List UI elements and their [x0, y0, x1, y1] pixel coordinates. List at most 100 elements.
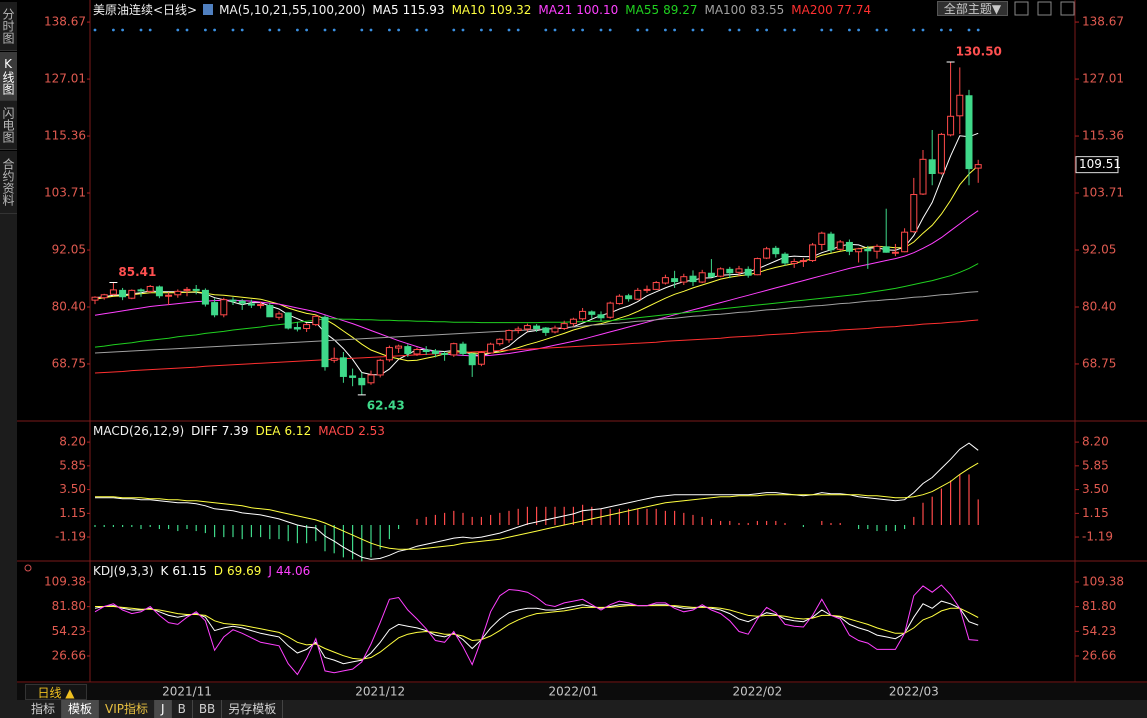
y-tick-label: 81.80: [52, 599, 86, 613]
event-dot: [765, 28, 768, 32]
candle-body: [211, 302, 219, 316]
event-dot: [480, 28, 483, 32]
x-tick-label: 2021/12: [355, 685, 405, 699]
event-dot: [857, 28, 860, 32]
icon[interactable]: [1014, 1, 1029, 16]
tab[interactable]: 模板: [62, 700, 100, 718]
candle-body: [606, 302, 614, 318]
candle-body: [119, 289, 127, 298]
legend-value: 100.10: [576, 3, 618, 17]
candle-body: [201, 289, 209, 305]
candle-body: [109, 289, 117, 295]
icon[interactable]: [1060, 1, 1075, 16]
y-tick-label: -1.19: [55, 530, 86, 544]
event-dot: [121, 28, 124, 32]
candle-body: [947, 115, 955, 136]
candle-body: [781, 253, 789, 264]
candle-body: [376, 359, 384, 376]
candle-body: [965, 95, 973, 170]
candle-body: [717, 268, 725, 277]
period-button[interactable]: 日线 ▲: [25, 684, 87, 700]
tab[interactable]: 指标: [25, 700, 63, 718]
candle-body: [385, 347, 393, 361]
candle-body: [551, 327, 559, 333]
legend-name: MA55: [625, 3, 659, 17]
candle-body: [689, 275, 697, 283]
candle-body: [882, 246, 890, 253]
event-dot: [912, 28, 916, 32]
y-tick-label-right: 8.20: [1082, 435, 1109, 449]
line-ma200: [94, 319, 979, 374]
event-dot: [185, 28, 189, 32]
event-dot: [213, 28, 217, 32]
event-dot: [608, 28, 612, 32]
tab[interactable]: B: [172, 700, 193, 718]
candle-body: [367, 374, 375, 384]
annotation-label: 130.50: [956, 45, 1002, 59]
y-tick-label: 138.67: [44, 15, 86, 29]
candle-body: [919, 158, 927, 195]
sidebar-tab[interactable]: K线图: [0, 52, 17, 101]
x-tick-label: 2022/02: [732, 685, 782, 699]
candle-body: [321, 316, 329, 368]
event-dot: [415, 28, 419, 32]
candle-body: [661, 277, 669, 284]
tab[interactable]: VIP指标: [99, 700, 156, 718]
legend-name: MA10: [452, 3, 486, 17]
candle-body: [634, 289, 642, 300]
event-dot: [792, 28, 796, 32]
candle-body: [928, 159, 936, 175]
event-dot: [544, 28, 548, 32]
candle-body: [579, 310, 587, 320]
y-tick-label-right: 115.36: [1082, 129, 1124, 143]
event-dot: [921, 28, 925, 32]
legend-name: J: [267, 564, 272, 578]
legend-name: MA100: [704, 3, 745, 17]
y-tick-label-right: 26.66: [1082, 648, 1116, 662]
candle-body: [652, 282, 660, 290]
candle-body: [643, 288, 651, 291]
candle-body: [901, 231, 909, 253]
tab[interactable]: J: [155, 700, 172, 718]
x-tick-label: 2022/01: [548, 685, 598, 699]
candle-body: [735, 268, 743, 273]
pane-header: MACD(26,12,9) DIFF 7.39 DEA 6.12 MACD 2.53: [93, 424, 385, 438]
settings-icon[interactable]: [24, 564, 32, 572]
candle-body: [937, 133, 945, 174]
event-dot: [940, 28, 943, 32]
candle-body: [174, 290, 182, 296]
candle-body: [229, 299, 237, 302]
legend-value: 83.55: [750, 3, 784, 17]
candle-body: [459, 343, 467, 354]
legend-value: 2.53: [358, 424, 385, 438]
candle-body: [330, 357, 338, 361]
candle-body: [772, 247, 780, 255]
candle-body: [468, 353, 476, 366]
tab[interactable]: 另存模板: [222, 700, 284, 718]
event-dot: [756, 28, 759, 32]
icon[interactable]: [1037, 1, 1052, 16]
legend-value: 115.93: [403, 3, 445, 17]
tab[interactable]: BB: [193, 700, 223, 718]
candle-body: [413, 349, 421, 355]
event-dot: [176, 28, 180, 32]
annotation-label: 62.43: [367, 398, 405, 412]
sidebar-tab[interactable]: 闪电图: [0, 101, 17, 150]
legend-value: 44.06: [276, 564, 310, 578]
y-tick-label-right: 103.71: [1082, 186, 1124, 200]
candle-body: [165, 294, 173, 297]
indicator-name: MA(5,10,21,55,100,200): [219, 3, 365, 17]
sidebar-tab[interactable]: 分时图: [0, 2, 17, 51]
line-j: [94, 584, 979, 676]
candle-body: [707, 272, 715, 278]
event-dot: [461, 28, 465, 32]
event-dot: [231, 28, 235, 32]
y-tick-label-right: 127.01: [1082, 72, 1124, 86]
legend-value: 7.39: [222, 424, 249, 438]
candle-body: [220, 299, 228, 316]
sidebar-tab[interactable]: 合约资料: [0, 151, 17, 214]
theme-button[interactable]: 全部主题▼: [937, 1, 1008, 16]
candle-body: [836, 241, 844, 250]
